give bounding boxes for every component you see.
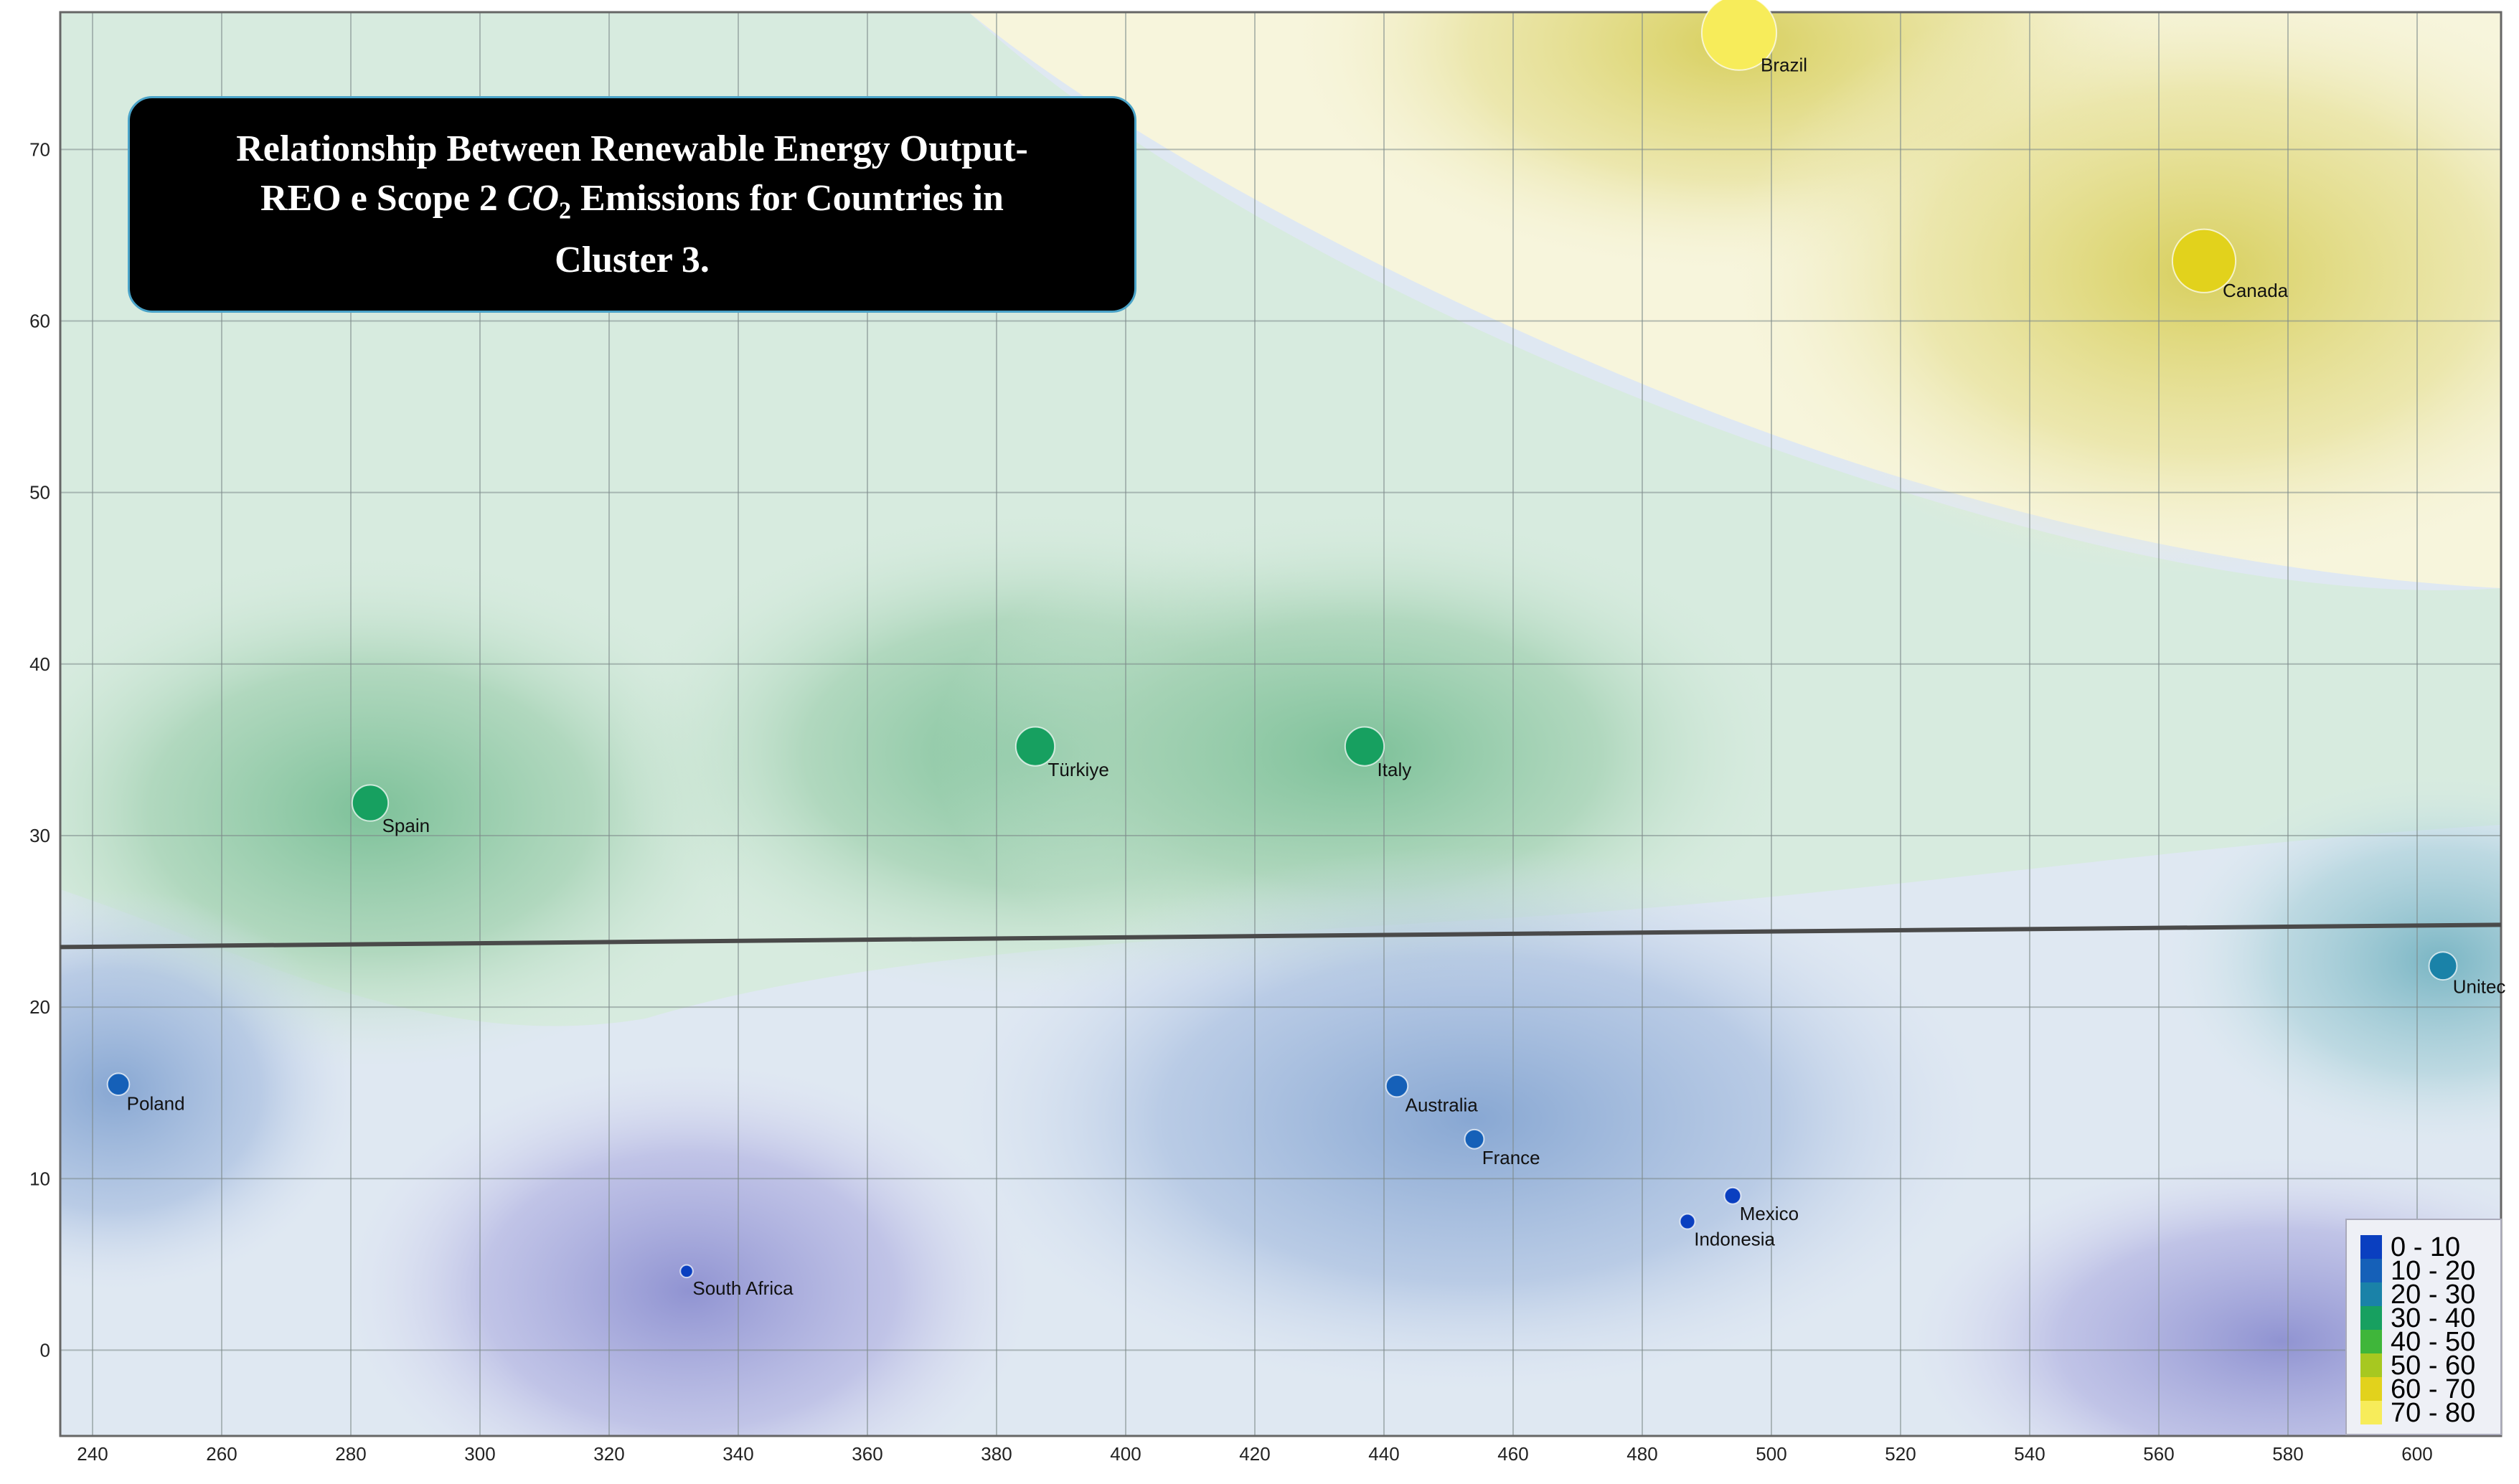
legend-label: 40 - 50 (2391, 1327, 2475, 1357)
legend-label: 70 - 80 (2391, 1398, 2475, 1428)
point-label: Spain (382, 815, 430, 836)
x-tick-label: 280 (335, 1443, 366, 1465)
point-label: Indonesia (1694, 1228, 1775, 1249)
x-tick-label: 340 (722, 1443, 753, 1465)
point-label: Poland (127, 1092, 185, 1114)
data-point (1385, 1074, 1409, 1098)
title-line-1: Relationship Between Renewable Energy Ou… (236, 128, 1028, 169)
x-tick-label: 560 (2143, 1443, 2174, 1465)
x-tick-label: 380 (981, 1443, 1012, 1465)
x-tick-label: 420 (1239, 1443, 1270, 1465)
point-label: Brazil (1761, 55, 1807, 76)
point-label: Mexico (1740, 1203, 1799, 1224)
point-label: Italy (1378, 759, 1412, 780)
legend-label: 50 - 60 (2391, 1351, 2475, 1381)
legend-label: 30 - 40 (2391, 1303, 2475, 1333)
legend-swatch (2360, 1259, 2382, 1282)
x-tick-label: 540 (2014, 1443, 2045, 1465)
title-line-2-start: REO e Scope 2 (260, 177, 507, 219)
trend-line-group (60, 922, 2502, 950)
data-point (1344, 726, 1385, 767)
legend-label: 0 - 10 (2391, 1232, 2460, 1262)
x-tick-label: 580 (2272, 1443, 2303, 1465)
legend-swatch (2360, 1330, 2382, 1353)
data-points: Brazil Canada Spain Türkiye Italy Unitec Polan… (106, 0, 2506, 1299)
x-tick-label: 260 (206, 1443, 237, 1465)
y-tick-label: 60 (29, 310, 50, 331)
data-point (1679, 1213, 1696, 1230)
data-point (351, 784, 390, 822)
x-tick-label: 300 (464, 1443, 495, 1465)
point-label: South Africa (692, 1277, 794, 1299)
data-point (2428, 951, 2458, 981)
point-label: Australia (1406, 1095, 1479, 1116)
x-tick-label: 360 (852, 1443, 882, 1465)
y-tick-label: 70 (29, 138, 50, 160)
title-line-2-end: Emissions for Countries in (571, 177, 1004, 219)
legend-swatch (2360, 1235, 2382, 1259)
x-tick-label: 480 (1626, 1443, 1657, 1465)
x-tick-label: 320 (593, 1443, 624, 1465)
y-tick-label: 30 (29, 825, 50, 846)
legend-swatch (2360, 1306, 2382, 1330)
point-label: Unitec (2453, 975, 2506, 997)
data-point (1700, 0, 1778, 71)
x-tick-label: 440 (1368, 1443, 1399, 1465)
data-point (679, 1264, 694, 1279)
x-axis-ticks: 240 260 280 300 320 340 360 380 400 420 440 460 480 5… (77, 1443, 2432, 1465)
legend-label: 60 - 70 (2391, 1374, 2475, 1404)
x-tick-label: 600 (2401, 1443, 2432, 1465)
chart-title: Relationship Between Renewable Energy Ou… (180, 124, 1084, 285)
title-subscript: 2 (559, 197, 572, 225)
point-label: Canada (2223, 280, 2289, 301)
x-tick-label: 500 (1756, 1443, 1786, 1465)
x-tick-label: 460 (1497, 1443, 1528, 1465)
y-tick-label: 50 (29, 482, 50, 504)
y-tick-label: 0 (40, 1339, 50, 1361)
legend-swatch (2360, 1377, 2382, 1401)
x-tick-label: 240 (77, 1443, 108, 1465)
data-point (1723, 1186, 1742, 1205)
legend-swatch (2360, 1401, 2382, 1424)
plot-frame (59, 11, 2502, 1437)
x-tick-label: 400 (1110, 1443, 1141, 1465)
legend-label: 20 - 30 (2391, 1280, 2475, 1310)
legend-swatch (2360, 1353, 2382, 1377)
data-point (2171, 228, 2237, 293)
point-label: France (1482, 1147, 1540, 1168)
point-label: Türkiye (1048, 759, 1109, 780)
title-co: CO (507, 177, 560, 219)
x-tick-label: 520 (1885, 1443, 1916, 1465)
chart-title-box: Relationship Between Renewable Energy Ou… (128, 96, 1136, 313)
title-line-3: Cluster 3. (555, 240, 710, 281)
y-tick-label: 10 (29, 1168, 50, 1189)
trend-line (60, 922, 2502, 950)
y-axis-ticks: 0 10 20 30 40 50 60 70 (29, 138, 50, 1361)
legend-swatch (2360, 1282, 2382, 1306)
y-tick-label: 40 (29, 653, 50, 675)
legend-label: 10 - 20 (2391, 1256, 2475, 1286)
data-point (1014, 726, 1056, 767)
data-point (1464, 1128, 1485, 1150)
y-tick-label: 20 (29, 996, 50, 1018)
data-point (106, 1072, 131, 1097)
